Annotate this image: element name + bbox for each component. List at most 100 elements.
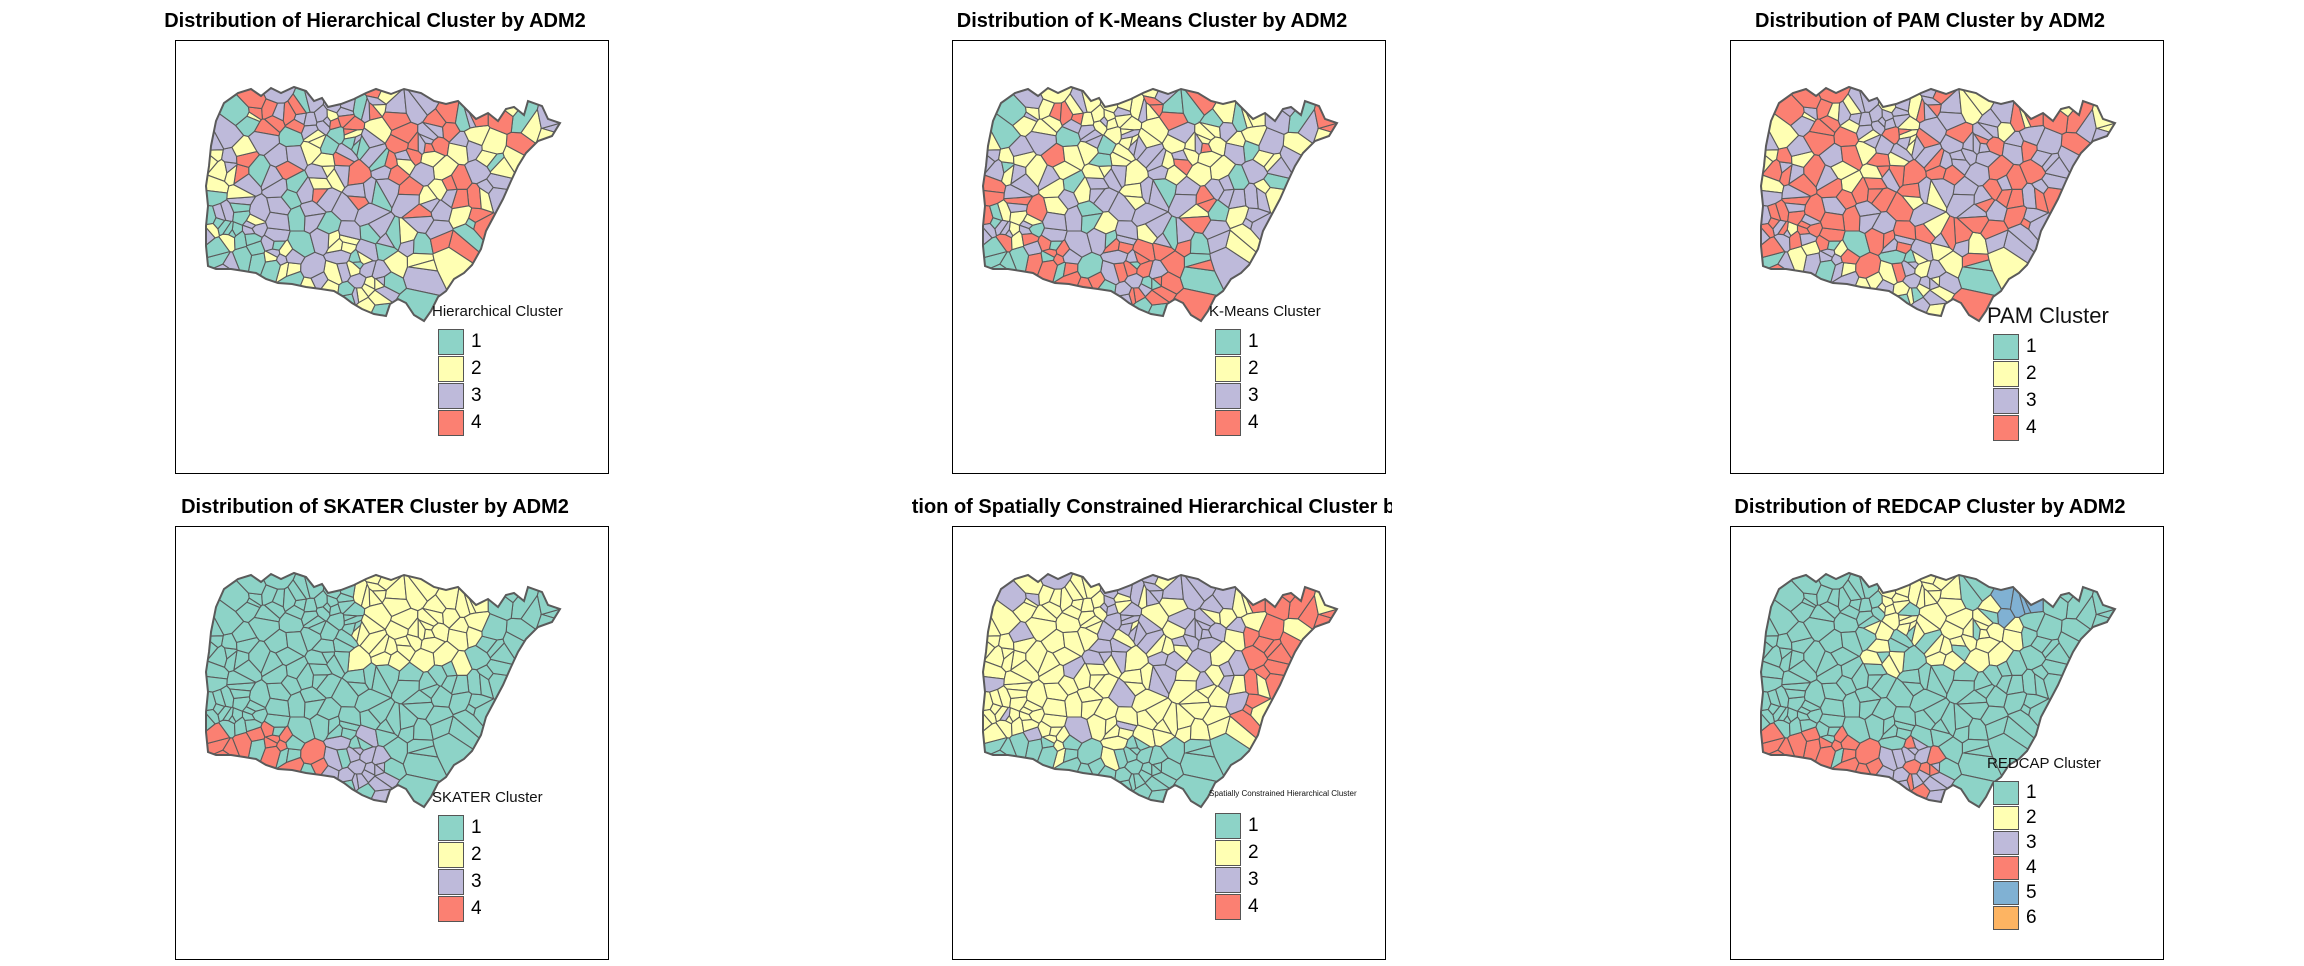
district-region — [962, 41, 1043, 109]
legend-item: 1 — [438, 814, 543, 841]
legend-label: 4 — [2026, 417, 2037, 439]
district-region — [1280, 146, 1375, 230]
legend-item: 2 — [1993, 805, 2101, 830]
legend-label: 2 — [471, 358, 482, 380]
legend-items: 1 2 3 4 — [438, 814, 543, 922]
legend-swatch — [438, 896, 464, 922]
legend-swatch — [1993, 906, 2019, 930]
district-region — [997, 271, 1081, 474]
district-region — [542, 595, 609, 635]
district-region — [276, 297, 375, 474]
district-region — [1253, 41, 1338, 117]
legend-swatch — [438, 869, 464, 895]
legend-label: 4 — [1248, 896, 1259, 918]
district-region — [1775, 757, 1859, 960]
district-region — [2091, 128, 2164, 240]
district-region — [220, 271, 304, 474]
legend-swatch — [438, 356, 464, 382]
district-region — [1731, 527, 1804, 612]
legend-items: 1 2 3 4 — [438, 328, 563, 436]
legend-title: REDCAP Cluster — [1987, 755, 2101, 772]
legend-item: 5 — [1993, 880, 2101, 905]
district-region — [303, 766, 339, 882]
district-region — [1731, 77, 1779, 150]
district-region — [1775, 271, 1859, 474]
legend-label: 4 — [471, 898, 482, 920]
legend-label: 2 — [1248, 842, 1259, 864]
legend-item: 4 — [1993, 855, 2101, 880]
legend-swatch — [1993, 856, 2019, 880]
legend-item: 2 — [438, 355, 563, 382]
district-region — [1731, 750, 1806, 960]
legend-label: 2 — [2026, 807, 2037, 829]
district-region — [997, 757, 1081, 960]
district-region — [2031, 527, 2116, 603]
panel-title: Distribution of SKATER Cluster by ADM2 — [135, 496, 615, 519]
legend-item: 4 — [1215, 409, 1321, 436]
map-frame: Spatially Constrained Hierarchical Clust… — [952, 526, 1386, 960]
panel-title: Distribution of Spatially Constrained Hi… — [702, 496, 1602, 519]
district-region — [176, 527, 249, 612]
district-region — [2091, 614, 2164, 726]
legend-item: 3 — [1215, 382, 1321, 409]
district-region — [1785, 689, 1806, 698]
panel-pam: Distribution of PAM Cluster by ADM2 PAM … — [1690, 0, 2170, 480]
district-region — [1731, 41, 1804, 126]
legend-swatch — [1215, 867, 1241, 893]
district-region — [222, 763, 318, 960]
panel-spatially-constrained: Distribution of Spatially Constrained Hi… — [912, 486, 1392, 966]
panel-title: Distribution of Hierarchical Cluster by … — [135, 10, 615, 33]
legend-item: 3 — [1215, 866, 1357, 893]
district-region — [329, 527, 357, 597]
district-region — [176, 41, 249, 126]
district-region — [1080, 780, 1133, 885]
legend-item: 3 — [1993, 387, 2109, 414]
district-region — [2092, 41, 2164, 128]
legend-title: PAM Cluster — [1987, 303, 2109, 329]
legend-label: 6 — [2026, 907, 2037, 929]
district-region — [303, 294, 356, 399]
district-region — [1785, 203, 1806, 212]
legend-label: 1 — [2026, 336, 2037, 358]
district-region — [2092, 527, 2164, 614]
legend-label: 1 — [471, 331, 482, 353]
panel-title: Distribution of REDCAP Cluster by ADM2 — [1690, 496, 2170, 519]
nigeria-map — [953, 41, 1386, 474]
district-region — [489, 187, 610, 276]
district-region — [266, 698, 290, 716]
legend-title: SKATER Cluster — [432, 789, 543, 806]
legend-label: 3 — [2026, 832, 2037, 854]
district-region — [292, 303, 415, 474]
legend-item: 2 — [438, 841, 543, 868]
district-region — [185, 527, 266, 595]
district-region — [2097, 595, 2164, 635]
district-region — [1266, 673, 1387, 762]
district-region — [1106, 527, 1134, 597]
district-region — [537, 527, 609, 614]
district-region — [1007, 689, 1028, 698]
district-region — [303, 780, 356, 885]
district-layer — [176, 527, 609, 960]
legend: SKATER Cluster 1234 — [438, 789, 543, 922]
legend-swatch — [1215, 383, 1241, 409]
district-region — [2097, 109, 2164, 149]
district-region — [999, 277, 1095, 474]
district-region — [220, 757, 304, 960]
legend-label: 3 — [1248, 869, 1259, 891]
legend-swatch — [438, 815, 464, 841]
district-region — [1043, 698, 1067, 716]
map-frame: PAM Cluster 1234 — [1730, 40, 2164, 474]
district-region — [1069, 789, 1192, 960]
district-region — [1080, 280, 1116, 396]
district-region — [1777, 277, 1873, 474]
district-region — [1080, 294, 1133, 399]
panel-title: Distribution of K-Means Cluster by ADM2 — [912, 10, 1392, 33]
district-region — [1821, 698, 1845, 716]
legend-label: 1 — [471, 817, 482, 839]
legend-title: K-Means Cluster — [1209, 303, 1321, 320]
district-region — [2031, 41, 2116, 117]
district-region — [266, 212, 290, 230]
legend-item: 4 — [438, 409, 563, 436]
legend-label: 1 — [1248, 815, 1259, 837]
legend: REDCAP Cluster 1 2 3 4 5 6 — [1993, 755, 2101, 930]
